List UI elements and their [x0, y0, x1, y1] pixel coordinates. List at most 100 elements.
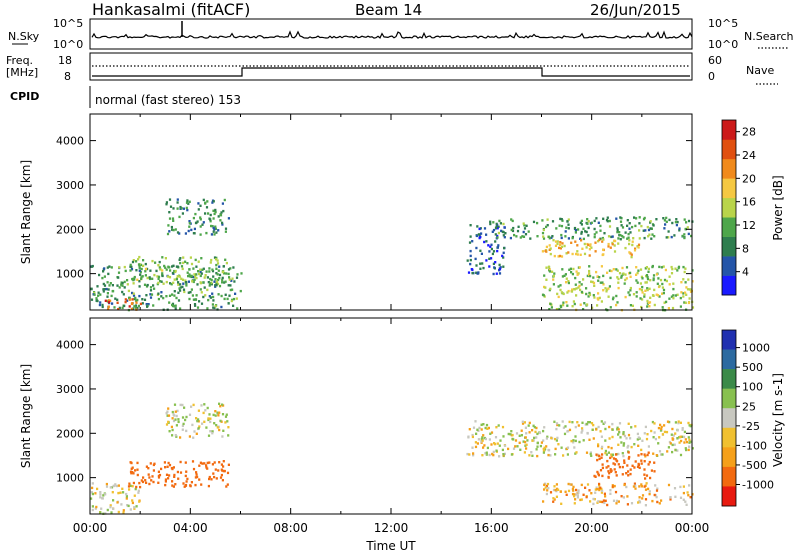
echo-cell-3: [224, 230, 227, 233]
echo-cell-3: [531, 429, 534, 432]
echo-cell-7: [623, 282, 626, 285]
echo-cell-7: [609, 276, 612, 280]
echo-cell-3: [219, 213, 222, 216]
echo-cell-7: [644, 289, 647, 292]
echo-cell-0: [228, 294, 231, 297]
echo-cell-5: [590, 221, 593, 224]
echo-cell-5: [521, 235, 524, 238]
echo-cell-6: [544, 249, 547, 253]
x-tick-label: 20:00: [574, 521, 609, 535]
echo-cell-5: [585, 230, 588, 234]
echo-cell-0: [121, 487, 124, 490]
echo-cell-2: [201, 268, 204, 271]
echo-cell-4: [503, 226, 506, 229]
echo-cell-2: [195, 273, 198, 276]
echo-cell-5: [628, 222, 631, 225]
echo-cell-6: [570, 241, 573, 244]
echo-cell-1: [127, 485, 131, 488]
echo-cell-5: [510, 218, 513, 221]
echo-cell-3: [221, 223, 224, 226]
echo-cell-0: [218, 265, 221, 268]
echo-cell-0: [236, 307, 239, 310]
echo-cell-7: [625, 277, 628, 280]
echo-cell-0: [235, 276, 239, 279]
echo-cell-4: [492, 228, 496, 232]
echo-cell-5: [502, 222, 505, 226]
echo-cell-2: [186, 271, 189, 274]
echo-cell-5: [622, 496, 625, 499]
echo-cell-3: [524, 440, 527, 444]
echo-cell-0: [121, 306, 124, 310]
echo-cell-2: [171, 434, 174, 437]
echo-cell-0: [170, 283, 173, 286]
echo-cell-2: [178, 275, 181, 278]
echo-cell-3: [619, 436, 622, 439]
echo-cell-0: [106, 292, 109, 295]
echo-cell-0: [210, 283, 213, 286]
echo-cell-0: [99, 491, 102, 494]
cpid-text: normal (fast stereo) 153: [95, 93, 241, 107]
echo-cell-3: [622, 431, 625, 434]
echo-cell-7: [622, 272, 625, 275]
echo-cell-0: [149, 286, 153, 289]
echo-cell-0: [196, 283, 199, 286]
echo-cell-0: [145, 303, 148, 306]
echo-cell-5: [546, 482, 550, 486]
echo-cell-0: [202, 267, 205, 270]
echo-cell-6: [624, 246, 627, 250]
echo-cell-7: [564, 273, 567, 276]
echo-cell-1: [139, 302, 142, 306]
echo-cell-1: [145, 481, 148, 484]
echo-cell-3: [627, 444, 630, 448]
echo-cell-5: [609, 489, 612, 492]
echo-cell-1: [196, 475, 199, 479]
power-colorbar-block: [722, 217, 736, 237]
echo-cell-7: [635, 273, 638, 276]
echo-cell-5: [573, 226, 577, 230]
echo-cell-3: [210, 233, 213, 236]
echo-cell-4: [634, 460, 637, 463]
echo-cell-5: [498, 219, 501, 223]
echo-cell-0: [232, 266, 235, 269]
echo-cell-2: [209, 420, 212, 424]
echo-cell-5: [601, 489, 604, 492]
echo-cell-3: [536, 441, 539, 445]
echo-cell-5: [627, 232, 630, 236]
echo-cell-4: [479, 227, 482, 230]
echo-cell-4: [598, 454, 601, 458]
echo-cell-1: [165, 473, 169, 476]
echo-cell-0: [127, 289, 130, 293]
echo-cell-5: [653, 235, 656, 238]
echo-cell-2: [219, 419, 222, 423]
echo-cell-5: [564, 235, 567, 238]
echo-cell-1: [136, 473, 139, 477]
echo-cell-4: [653, 461, 656, 464]
echo-cell-0: [132, 277, 135, 280]
echo-cell-0: [151, 277, 154, 280]
echo-cell-7: [643, 293, 646, 296]
echo-cell-5: [614, 490, 618, 494]
echo-cell-3: [654, 437, 657, 441]
echo-cell-1: [164, 480, 167, 483]
echo-cell-3: [167, 224, 170, 227]
echo-cell-7: [689, 288, 692, 291]
echo-cell-7: [670, 265, 673, 269]
velocity-colorbar-block: [722, 427, 736, 448]
echo-cell-7: [646, 277, 650, 281]
echo-cell-0: [112, 484, 115, 488]
echo-cell-3: [485, 451, 488, 454]
echo-cell-7: [575, 294, 578, 297]
echo-cell-0: [192, 275, 195, 279]
echo-cell-7: [682, 292, 685, 295]
echo-cell-5: [615, 502, 618, 505]
echo-cell-3: [666, 420, 670, 423]
echo-cell-4: [614, 471, 617, 474]
echo-cell-3: [623, 434, 627, 438]
echo-cell-1: [132, 481, 135, 485]
echo-cell-2: [167, 265, 170, 268]
echo-cell-0: [124, 269, 127, 273]
echo-cell-0: [96, 285, 99, 288]
echo-cell-7: [604, 287, 607, 290]
echo-cell-5: [638, 222, 641, 225]
echo-cell-5: [573, 493, 576, 496]
